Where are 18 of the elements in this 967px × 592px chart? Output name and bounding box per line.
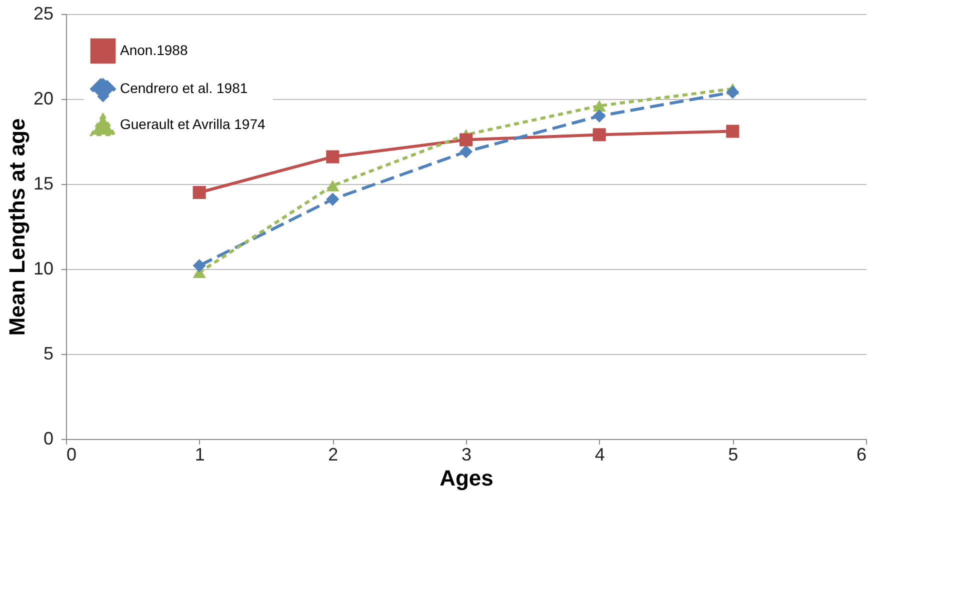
- y-tick-label: 20: [33, 88, 54, 108]
- y-tick-label: 0: [43, 428, 54, 448]
- legend-label: Cendrero et al. 1981: [120, 80, 248, 96]
- y-tick-label: 25: [33, 4, 54, 24]
- x-tick-label: 3: [461, 444, 472, 464]
- x-axis-title: Ages: [440, 466, 494, 490]
- x-tick-label: 1: [194, 444, 205, 464]
- legend-label: Guerault et Avrilla 1974: [120, 116, 266, 132]
- x-tick-label: 6: [856, 444, 866, 464]
- y-tick-label: 5: [43, 344, 54, 364]
- x-tick-label: 0: [66, 444, 77, 464]
- legend-label: Anon.1988: [120, 42, 188, 58]
- x-tick-label: 5: [728, 444, 738, 464]
- x-tick-label: 4: [594, 444, 605, 464]
- y-tick-label: 15: [33, 174, 54, 194]
- y-axis-title: Mean Lengths at age: [4, 118, 30, 336]
- y-tick-label: 10: [33, 258, 54, 278]
- x-tick-label: 2: [328, 444, 338, 464]
